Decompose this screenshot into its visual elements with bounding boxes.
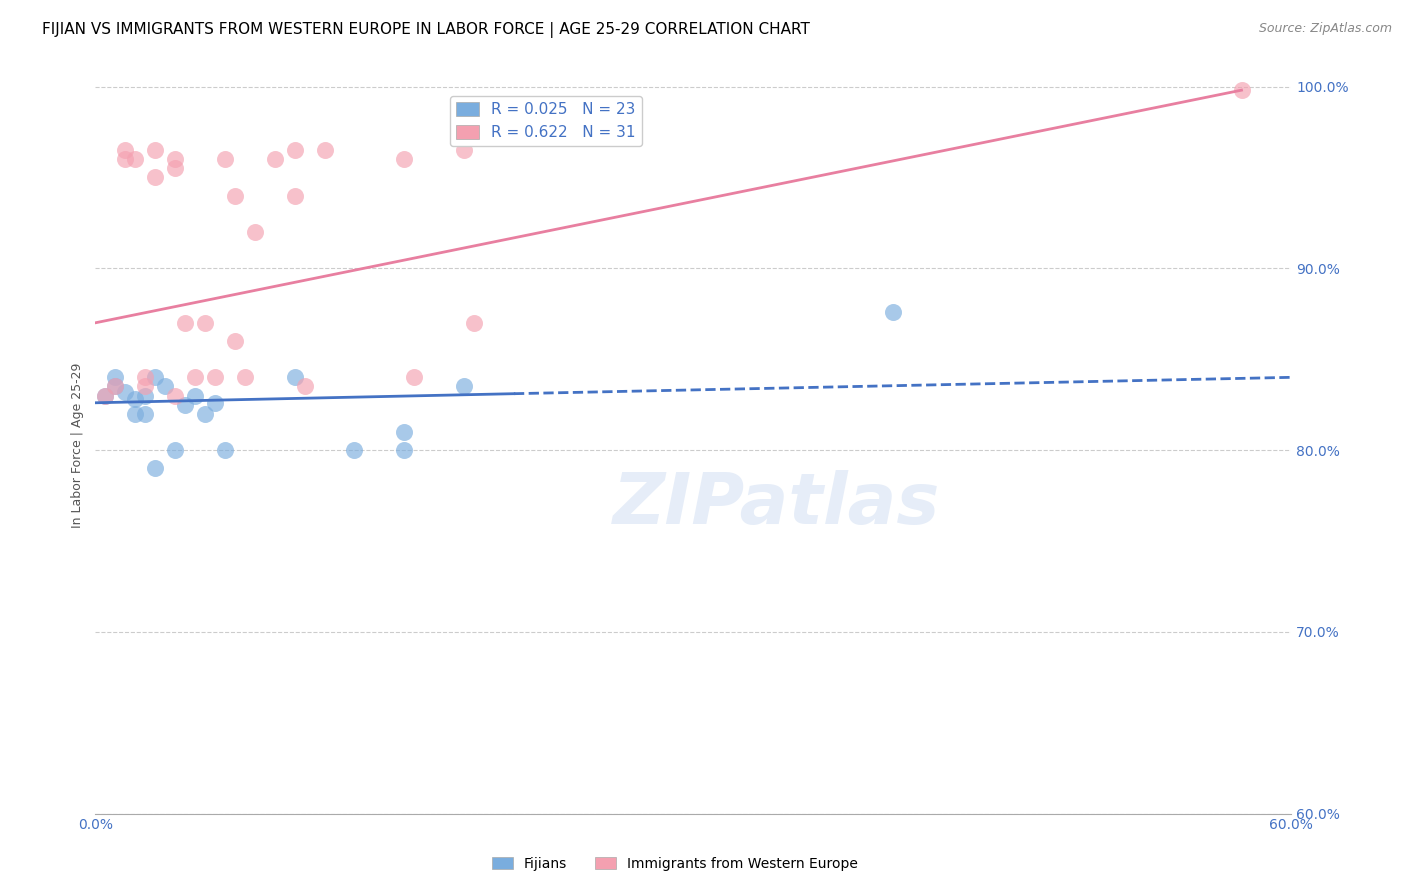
Point	[104, 379, 127, 393]
Point	[143, 461, 166, 475]
Text: Source: ZipAtlas.com: Source: ZipAtlas.com	[1258, 22, 1392, 36]
Point	[194, 407, 217, 421]
Text: FIJIAN VS IMMIGRANTS FROM WESTERN EUROPE IN LABOR FORCE | AGE 25-29 CORRELATION : FIJIAN VS IMMIGRANTS FROM WESTERN EUROPE…	[42, 22, 810, 38]
Point	[114, 143, 136, 157]
Point	[134, 379, 156, 393]
Point	[204, 396, 226, 410]
Point	[124, 153, 146, 167]
Point	[174, 316, 197, 330]
Point	[165, 388, 187, 402]
Point	[174, 398, 197, 412]
Point	[233, 370, 256, 384]
Point	[153, 379, 176, 393]
Point	[94, 388, 117, 402]
Point	[243, 225, 266, 239]
Point	[284, 143, 307, 157]
Point	[143, 143, 166, 157]
Point	[214, 443, 236, 458]
Point	[165, 443, 187, 458]
Point	[114, 153, 136, 167]
Point	[394, 443, 416, 458]
Legend: R = 0.025   N = 23, R = 0.622   N = 31: R = 0.025 N = 23, R = 0.622 N = 31	[450, 96, 641, 146]
Point	[1230, 83, 1253, 97]
Point	[294, 379, 316, 393]
Point	[165, 161, 187, 176]
Point	[184, 388, 207, 402]
Point	[134, 388, 156, 402]
Point	[394, 425, 416, 439]
Point	[124, 392, 146, 406]
Point	[143, 370, 166, 384]
Point	[114, 384, 136, 399]
Point	[284, 188, 307, 202]
Point	[184, 370, 207, 384]
Point	[224, 334, 246, 348]
Point	[404, 370, 426, 384]
Point	[453, 379, 475, 393]
Point	[224, 188, 246, 202]
Point	[104, 370, 127, 384]
Text: ZIPatlas: ZIPatlas	[613, 470, 941, 539]
Point	[134, 407, 156, 421]
Point	[204, 370, 226, 384]
Point	[343, 443, 366, 458]
Point	[463, 316, 485, 330]
Point	[134, 370, 156, 384]
Legend: Fijians, Immigrants from Western Europe: Fijians, Immigrants from Western Europe	[486, 851, 863, 876]
Point	[214, 153, 236, 167]
Point	[882, 305, 904, 319]
Point	[314, 143, 336, 157]
Point	[394, 153, 416, 167]
Y-axis label: In Labor Force | Age 25-29: In Labor Force | Age 25-29	[72, 363, 84, 528]
Point	[284, 370, 307, 384]
Point	[263, 153, 285, 167]
Point	[165, 153, 187, 167]
Point	[124, 407, 146, 421]
Point	[94, 388, 117, 402]
Point	[104, 379, 127, 393]
Point	[143, 170, 166, 185]
Point	[453, 143, 475, 157]
Point	[194, 316, 217, 330]
